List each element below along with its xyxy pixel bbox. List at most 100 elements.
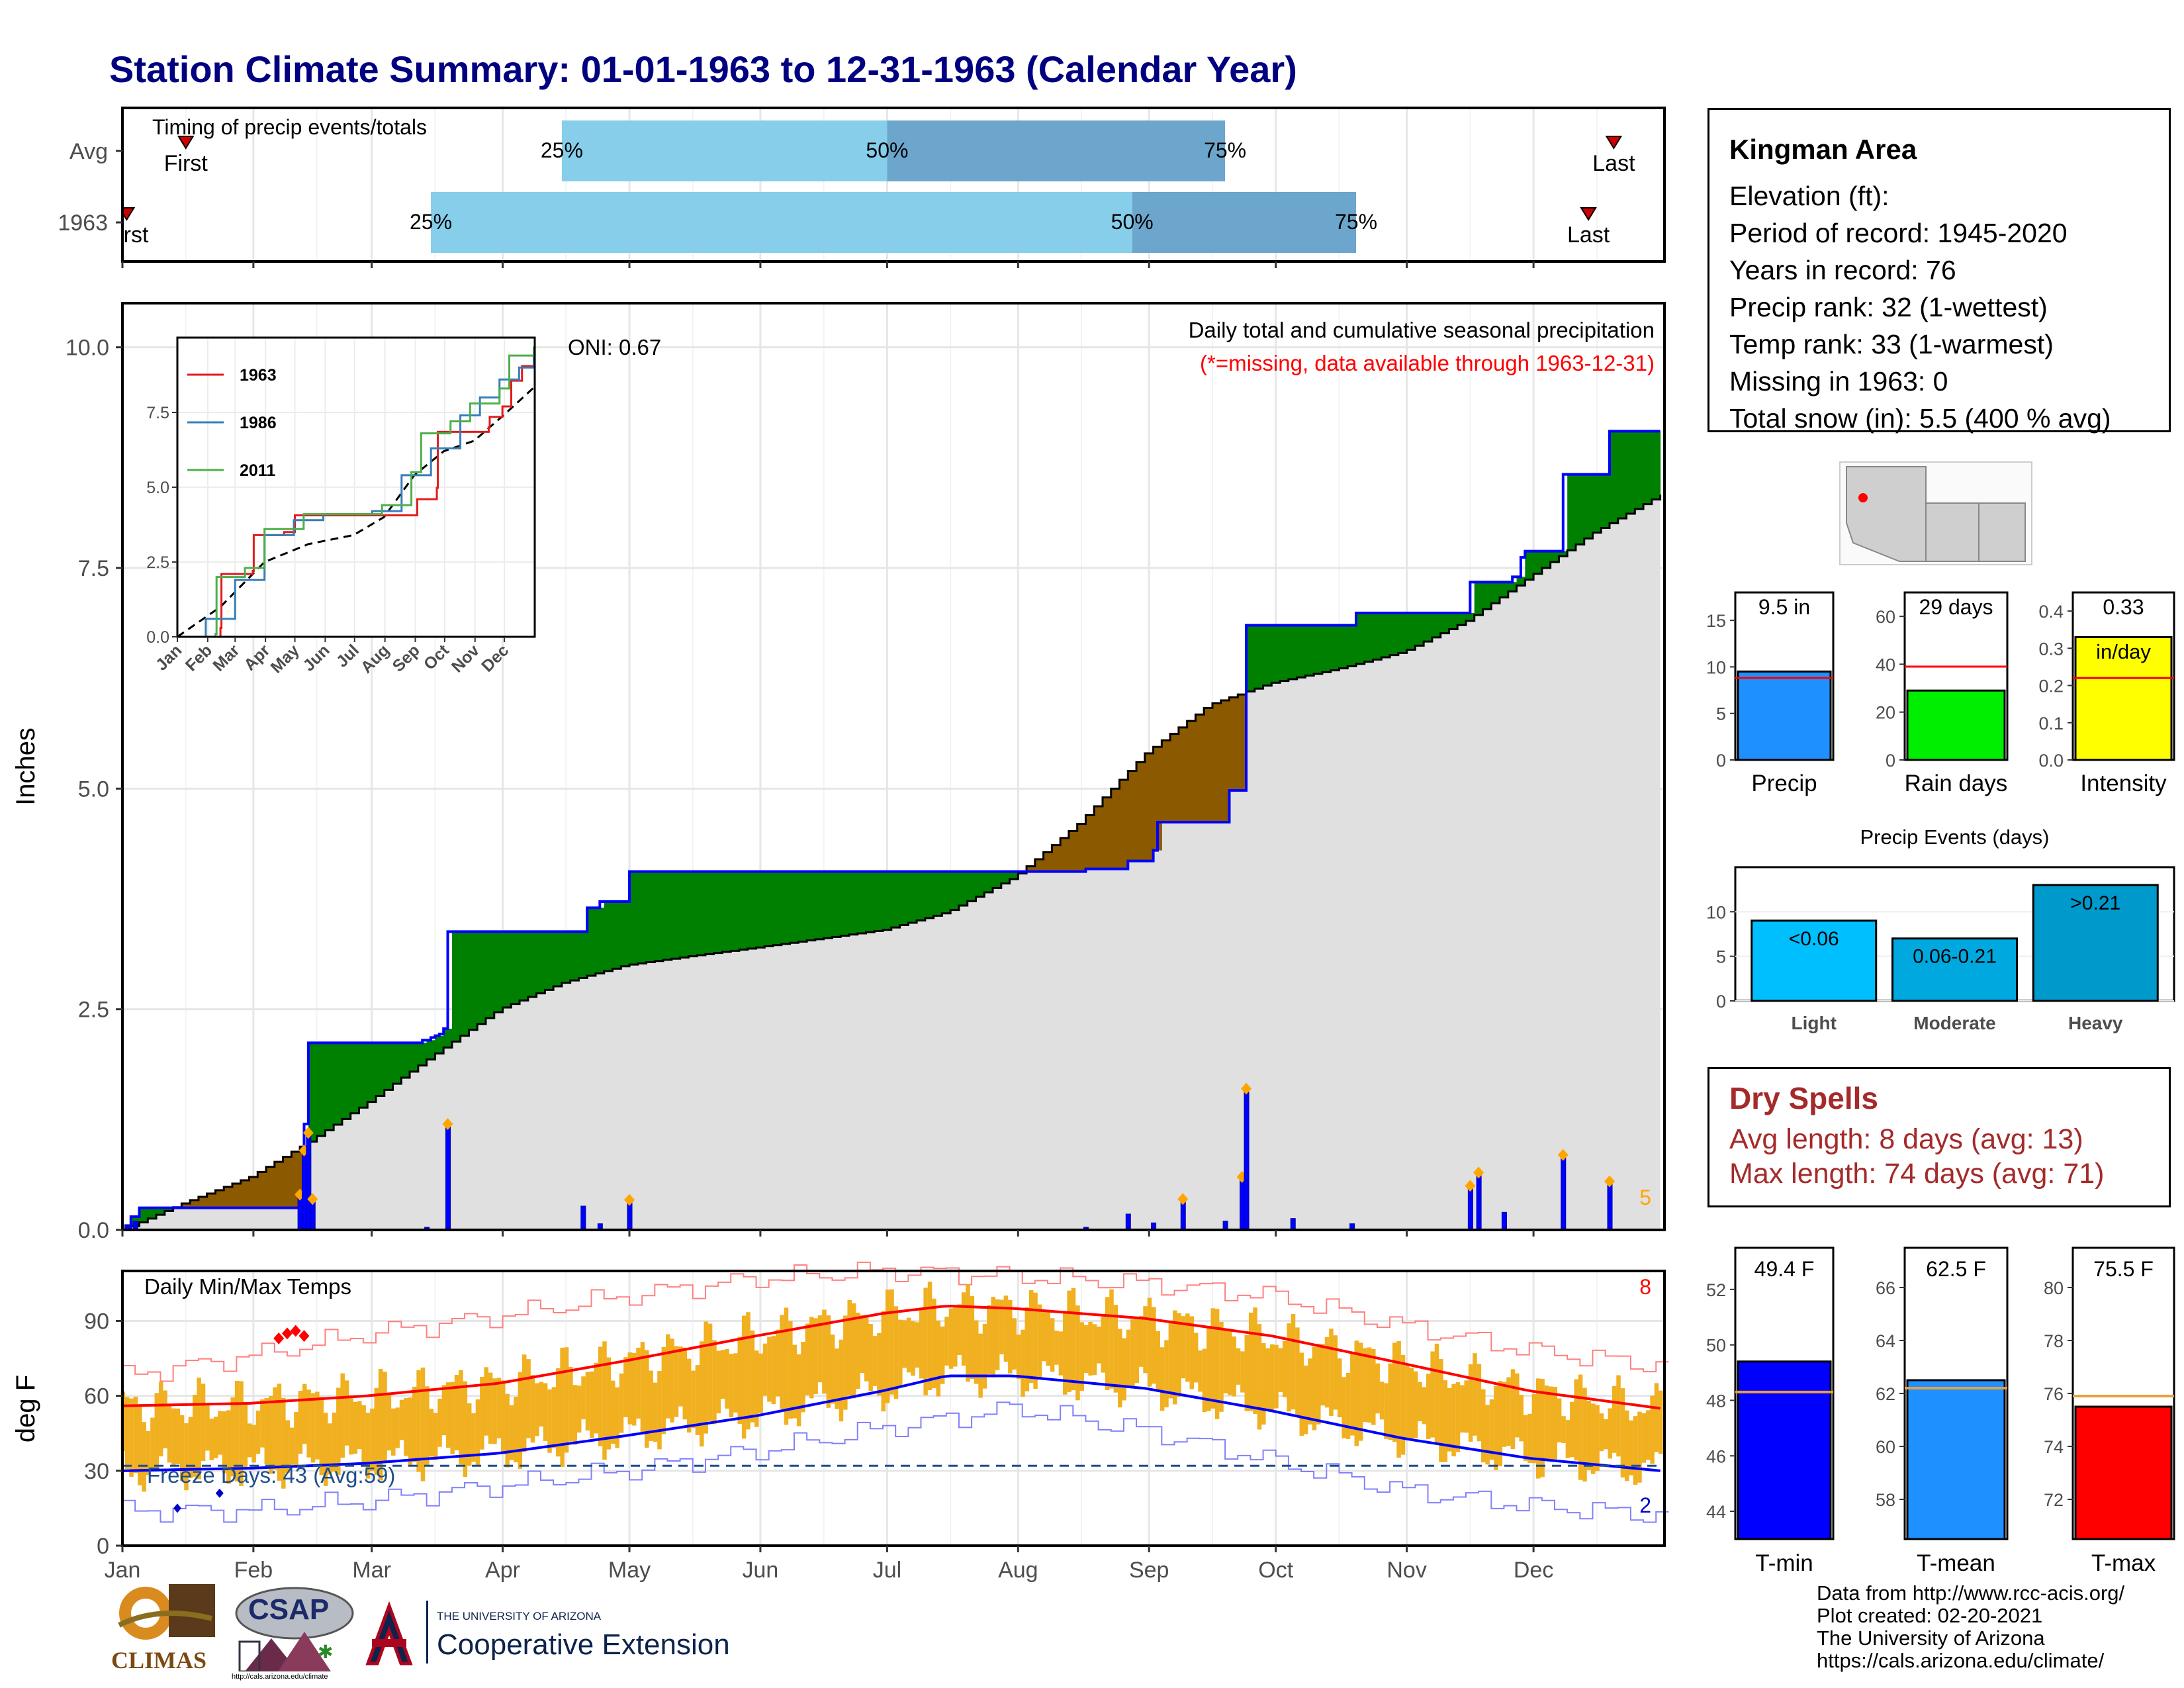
temp-x-tick-label: Jul xyxy=(873,1558,901,1583)
daily-temp-bar xyxy=(796,1354,801,1427)
daily-temp-bar xyxy=(839,1339,844,1422)
daily-temp-bar xyxy=(1604,1419,1608,1450)
daily-temp-bar xyxy=(682,1347,688,1420)
daily-temp-bar xyxy=(1134,1317,1140,1383)
surplus-fill xyxy=(807,871,816,941)
events-y-tick-label: 5 xyxy=(1716,947,1726,967)
daily-temp-bar xyxy=(471,1413,476,1462)
daily-temp-bar xyxy=(1375,1363,1380,1414)
daily-temp-bar xyxy=(281,1397,286,1489)
dry-spells-max: Max length: 74 days (avg: 71) xyxy=(1729,1158,2105,1190)
daily-temp-bar xyxy=(551,1387,557,1448)
season-y-tick-label: 0 xyxy=(1716,751,1726,771)
daily-temp-bar xyxy=(124,1397,130,1470)
daily-precip-bar xyxy=(1125,1213,1131,1231)
intensity-unit-label: in/day xyxy=(2096,640,2151,663)
daily-temp-bar xyxy=(1240,1351,1245,1393)
daily-temp-bar xyxy=(1071,1288,1076,1391)
surplus-fill xyxy=(410,1043,419,1072)
station-temp-rank: Temp rank: 33 (1-warmest) xyxy=(1729,329,2054,359)
daily-temp-bar xyxy=(944,1317,949,1366)
daily-temp-bar xyxy=(459,1370,463,1465)
timing-label-25: 25% xyxy=(410,210,452,234)
surplus-fill xyxy=(401,1043,410,1078)
temp-chart-title: Daily Min/Max Temps xyxy=(144,1274,351,1299)
temp-y-axis-label: deg F xyxy=(11,1375,40,1442)
temp-summary-bar xyxy=(1906,1379,2006,1540)
csap-logo-url: http://cals.arizona.edu/climate xyxy=(232,1673,328,1681)
daily-temp-bar xyxy=(1105,1297,1110,1391)
timing-label-75: 75% xyxy=(1335,210,1377,234)
surplus-fill xyxy=(316,1043,326,1137)
daily-temp-bar xyxy=(197,1378,201,1479)
event-category-label: Light xyxy=(1792,1013,1837,1033)
daily-temp-bar xyxy=(138,1404,142,1485)
daily-temp-bar xyxy=(175,1408,180,1464)
daily-temp-bar xyxy=(716,1350,721,1414)
record-high-line xyxy=(122,1261,1669,1382)
surplus-fill xyxy=(1390,613,1399,655)
daily-temp-bar xyxy=(441,1385,447,1436)
surplus-fill xyxy=(334,1043,343,1125)
daily-temp-bar xyxy=(193,1394,197,1477)
daily-temp-bar xyxy=(661,1346,666,1434)
temp-y-tick-label: 0 xyxy=(97,1534,109,1559)
daily-temp-bar xyxy=(1565,1420,1570,1458)
daily-temp-bar xyxy=(948,1308,954,1369)
surplus-fill xyxy=(520,931,529,1001)
normal-tmax-line xyxy=(122,1305,1661,1410)
daily-temp-bar xyxy=(645,1350,649,1448)
daily-temp-bar xyxy=(158,1382,163,1457)
daily-temp-bar xyxy=(1097,1327,1101,1364)
daily-temp-bar xyxy=(1202,1348,1207,1413)
temp-summary-value-label: 49.4 F xyxy=(1754,1257,1815,1281)
daily-temp-bar xyxy=(1464,1380,1469,1433)
daily-precip-bar xyxy=(1607,1181,1613,1231)
daily-temp-bar xyxy=(640,1342,645,1433)
surplus-fill xyxy=(942,871,951,914)
daily-temp-bar xyxy=(1363,1348,1367,1423)
daily-temp-bar xyxy=(429,1409,433,1457)
daily-temp-bar xyxy=(1443,1380,1448,1462)
climas-logo: CLIMAS xyxy=(106,1579,218,1678)
daily-temp-bar xyxy=(1426,1374,1431,1439)
daily-temp-bar xyxy=(514,1397,518,1463)
daily-temp-bar xyxy=(1451,1383,1456,1457)
daily-temp-bar xyxy=(1227,1331,1232,1395)
daily-temp-bar xyxy=(1316,1343,1321,1425)
daily-temp-bar xyxy=(987,1305,991,1375)
surplus-fill xyxy=(866,871,875,933)
daily-temp-bar xyxy=(1485,1405,1490,1465)
precip-y-tick-label: 7.5 xyxy=(78,556,109,581)
daily-temp-bar xyxy=(454,1374,459,1450)
surplus-fill xyxy=(917,871,926,921)
daily-temp-bar xyxy=(1138,1316,1144,1367)
daily-temp-bar xyxy=(590,1371,594,1438)
daily-temp-bar xyxy=(830,1335,835,1404)
temp-summary-y-tick-label: 74 xyxy=(2044,1437,2064,1457)
season-y-tick-label: 0.2 xyxy=(2038,677,2064,696)
daily-temp-bar xyxy=(1308,1358,1312,1425)
daily-temp-bar xyxy=(767,1336,772,1402)
daily-temp-bar xyxy=(1430,1351,1435,1438)
daily-temp-bar xyxy=(1434,1343,1439,1443)
normal-cumulative-area xyxy=(122,494,1661,1231)
inset-normal-line xyxy=(177,387,535,638)
daily-temp-bar xyxy=(1595,1405,1600,1472)
deficit-fill xyxy=(1052,845,1061,872)
surplus-fill xyxy=(1254,625,1264,689)
record-high-marker xyxy=(298,1330,310,1342)
season-y-tick-label: 15 xyxy=(1706,611,1726,631)
record-low-line xyxy=(122,1401,1669,1523)
event-bar-label: >0.21 xyxy=(2070,892,2120,914)
surplus-fill xyxy=(545,931,554,990)
daily-temp-bar xyxy=(1392,1342,1397,1442)
daily-temp-bar xyxy=(391,1408,396,1456)
daily-temp-bar xyxy=(480,1376,484,1450)
station-missing: Missing in 1963: 0 xyxy=(1729,366,1948,397)
credit-university: The University of Arizona xyxy=(1817,1626,2045,1650)
daily-temp-bar xyxy=(695,1365,700,1435)
daily-temp-bar xyxy=(289,1427,295,1465)
daily-temp-bar xyxy=(1269,1344,1275,1412)
daily-temp-bar xyxy=(1265,1348,1270,1410)
